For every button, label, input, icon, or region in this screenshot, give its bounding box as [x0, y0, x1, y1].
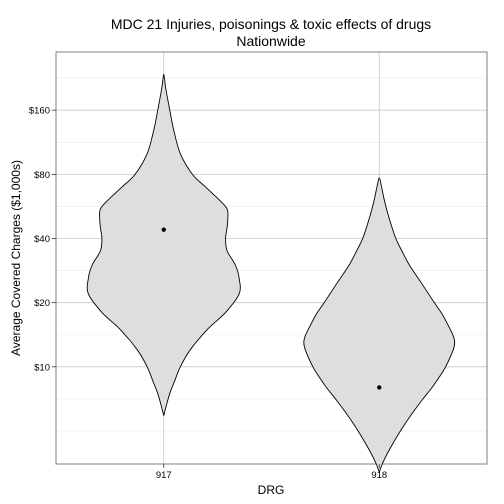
x-axis-title: DRG — [258, 483, 285, 497]
violin-918 — [303, 177, 456, 474]
y-tick-label: $160 — [29, 106, 50, 117]
chart-subtitle: Nationwide — [236, 33, 305, 49]
panel-border — [55, 51, 488, 465]
x-tick-label: 918 — [371, 470, 387, 481]
y-axis-title: Average Covered Charges ($1,000s) — [9, 160, 23, 356]
x-tick-label: 917 — [156, 470, 172, 481]
violin-917 — [86, 73, 241, 416]
mean-point-917 — [161, 227, 166, 232]
y-tick-label: $10 — [34, 362, 50, 373]
y-tick-label: $40 — [34, 234, 50, 245]
violin-layer — [86, 73, 456, 474]
y-tick-label: $20 — [34, 298, 50, 309]
axis-layer: $10 $20 $40 $80 $160 917 918 — [29, 106, 387, 481]
chart-title: MDC 21 Injuries, poisonings & toxic effe… — [111, 16, 431, 32]
y-tick-label: $80 — [34, 170, 50, 181]
mean-point-918 — [377, 385, 382, 390]
